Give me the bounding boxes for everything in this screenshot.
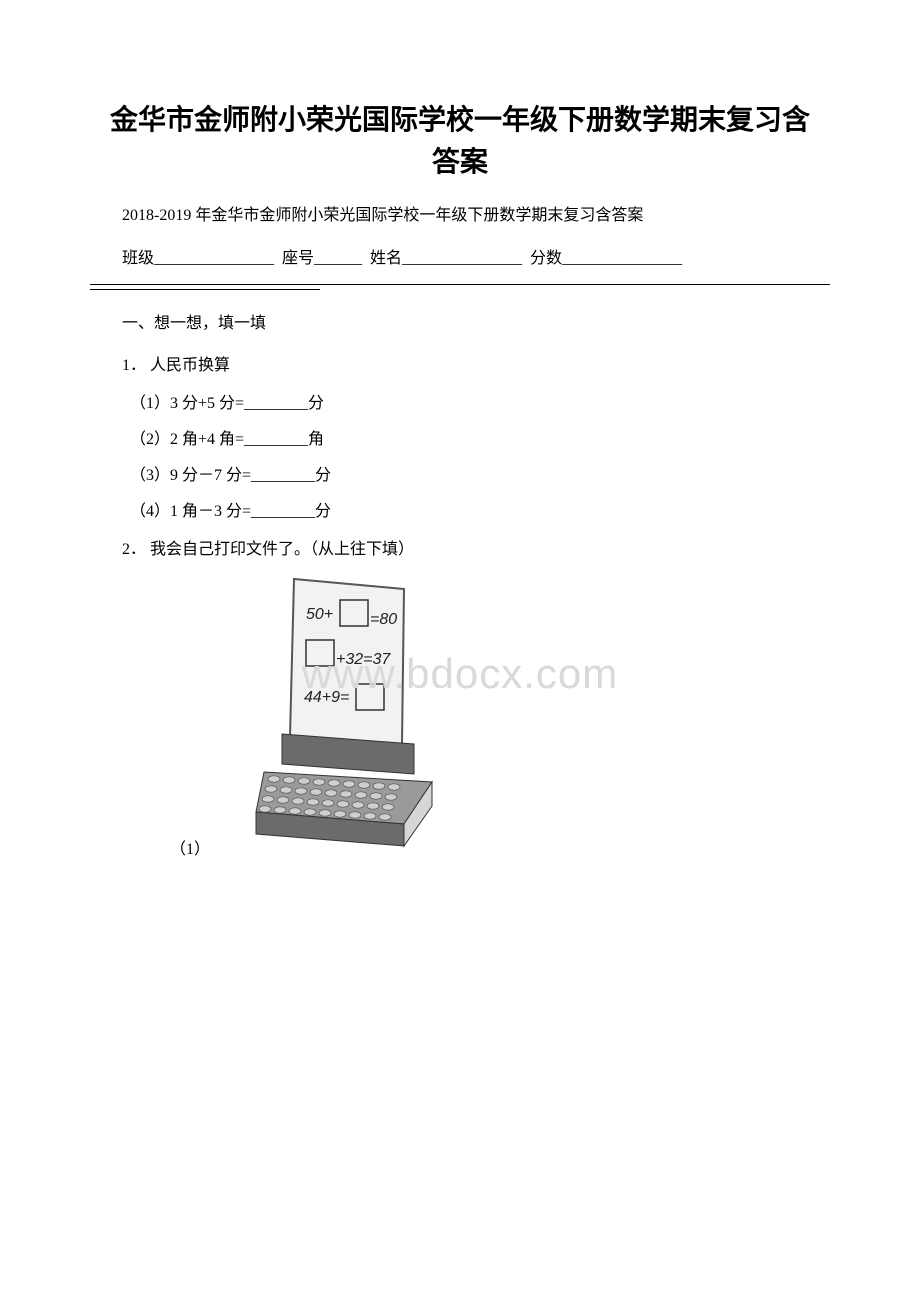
q1-sub-3: （3）9 分－7 分=________分 [90,460,830,492]
header-blanks: 班级_______________ 座号______ 姓名___________… [90,245,830,274]
section-1-heading: 一、想一想，填一填 [90,308,830,340]
printer-figure: 50+ =80 +32=37 44+9= [214,574,444,859]
title-line-1: 金华市金师附小荣光国际学校一年级下册数学期末复习含 [110,105,810,136]
score-label: 分数 [530,250,562,267]
seat-label: 座号 [282,250,314,267]
doc-subtitle: 2018-2019 年金华市金师附小荣光国际学校一年级下册数学期末复习含答案 [90,202,830,231]
q1-sub-2: （2）2 角+4 角=________角 [90,424,830,456]
divider-long [90,284,830,285]
svg-text:44+9=: 44+9= [304,689,349,706]
question-1: 1． 人民币换算 [90,350,830,382]
title-line-2: 答案 [432,147,488,178]
svg-text:+32=37: +32=37 [336,651,391,668]
class-label: 班级 [122,250,154,267]
svg-text:50+: 50+ [306,606,333,623]
q1-sub-1: （1）3 分+5 分=________分 [90,388,830,420]
svg-text:=80: =80 [370,611,397,628]
name-label: 姓名 [370,250,402,267]
question-2: 2． 我会自己打印文件了。（从上往下填） [90,534,830,566]
q1-sub-4: （4）1 角－3 分=________分 [90,496,830,528]
doc-title: 金华市金师附小荣光国际学校一年级下册数学期末复习含 答案 [90,100,830,184]
printer-icon: 50+ =80 +32=37 44+9= [254,574,444,854]
divider-short [90,289,320,290]
q2-sub-label: （1） [130,835,210,859]
